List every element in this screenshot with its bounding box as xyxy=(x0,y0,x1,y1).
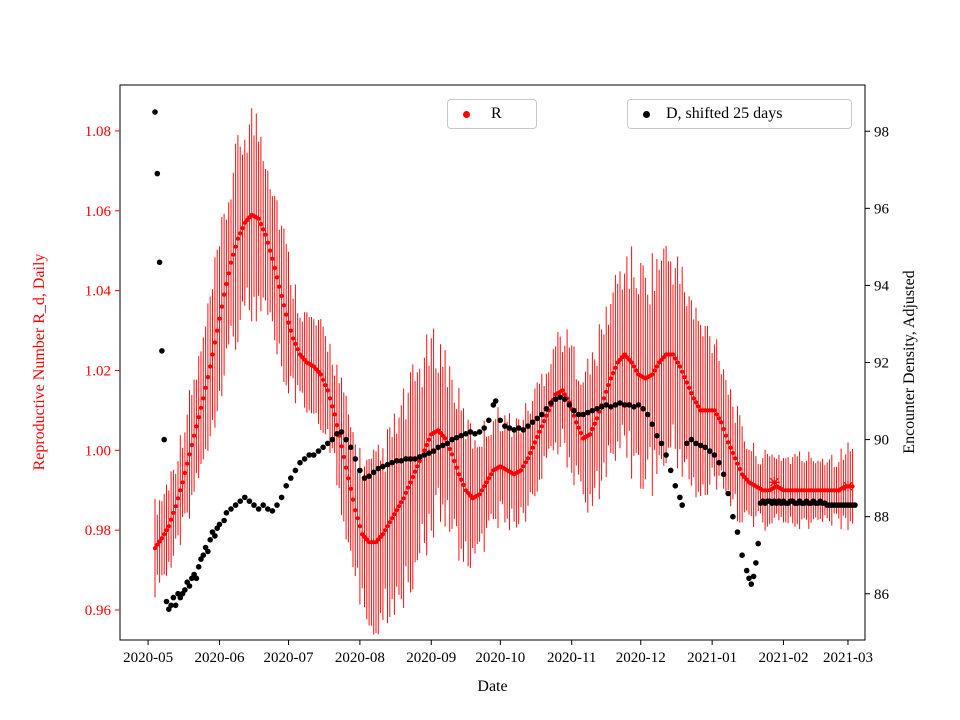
svg-text:86: 86 xyxy=(874,587,890,603)
svg-text:94: 94 xyxy=(874,278,890,294)
legend-marker-r-icon xyxy=(463,110,470,118)
svg-text:0.96: 0.96 xyxy=(85,603,112,619)
svg-text:2020-12: 2020-12 xyxy=(616,650,666,666)
svg-text:98: 98 xyxy=(874,124,889,140)
svg-text:0.98: 0.98 xyxy=(85,523,111,539)
svg-text:2020-10: 2020-10 xyxy=(475,650,525,666)
r-errorbars xyxy=(154,108,854,635)
svg-text:2020-09: 2020-09 xyxy=(406,650,456,666)
svg-text:90: 90 xyxy=(874,433,889,449)
legend-box-d: D, shifted 25 days xyxy=(627,99,852,129)
svg-text:2020-05: 2020-05 xyxy=(123,650,173,666)
svg-text:2020-07: 2020-07 xyxy=(264,650,314,666)
left-y-axis-ticks: 0.96 0.98 1.00 1.02 1.04 1.06 1.08 xyxy=(85,124,120,619)
svg-text:2020-06: 2020-06 xyxy=(194,650,244,666)
svg-text:1.00: 1.00 xyxy=(85,443,111,459)
d-series xyxy=(152,109,858,612)
svg-text:92: 92 xyxy=(874,356,889,372)
svg-text:2021-03: 2021-03 xyxy=(823,650,873,666)
legend-label-d: D, shifted 25 days xyxy=(666,105,783,122)
x-axis-title: Date xyxy=(477,678,508,695)
right-y-axis-title: Encounter Density, Adjusted xyxy=(901,270,918,454)
right-y-axis-ticks: 86 88 90 92 94 96 98 xyxy=(865,124,890,603)
svg-text:2021-01: 2021-01 xyxy=(687,650,737,666)
svg-text:1.02: 1.02 xyxy=(85,363,111,379)
svg-text:2020-11: 2020-11 xyxy=(547,650,596,666)
svg-text:96: 96 xyxy=(874,201,890,217)
left-y-axis-title: Reproductive Number R_d, Daily xyxy=(31,253,48,471)
legend-label-r: R xyxy=(491,105,502,122)
svg-text:1.06: 1.06 xyxy=(85,204,112,220)
svg-text:1.04: 1.04 xyxy=(85,284,112,300)
legend-marker-d-icon xyxy=(643,110,650,118)
svg-text:1.08: 1.08 xyxy=(85,124,111,140)
star-markers xyxy=(768,476,854,492)
r-series xyxy=(152,212,855,551)
legend-box-r: R xyxy=(447,99,537,129)
svg-text:2021-02: 2021-02 xyxy=(759,650,809,666)
svg-text:2020-08: 2020-08 xyxy=(335,650,385,666)
axes-frame xyxy=(119,84,866,641)
svg-text:88: 88 xyxy=(874,510,889,526)
x-axis-ticks: 2020-05 2020-06 2020-07 2020-08 2020-09 2020-… xyxy=(123,640,873,666)
